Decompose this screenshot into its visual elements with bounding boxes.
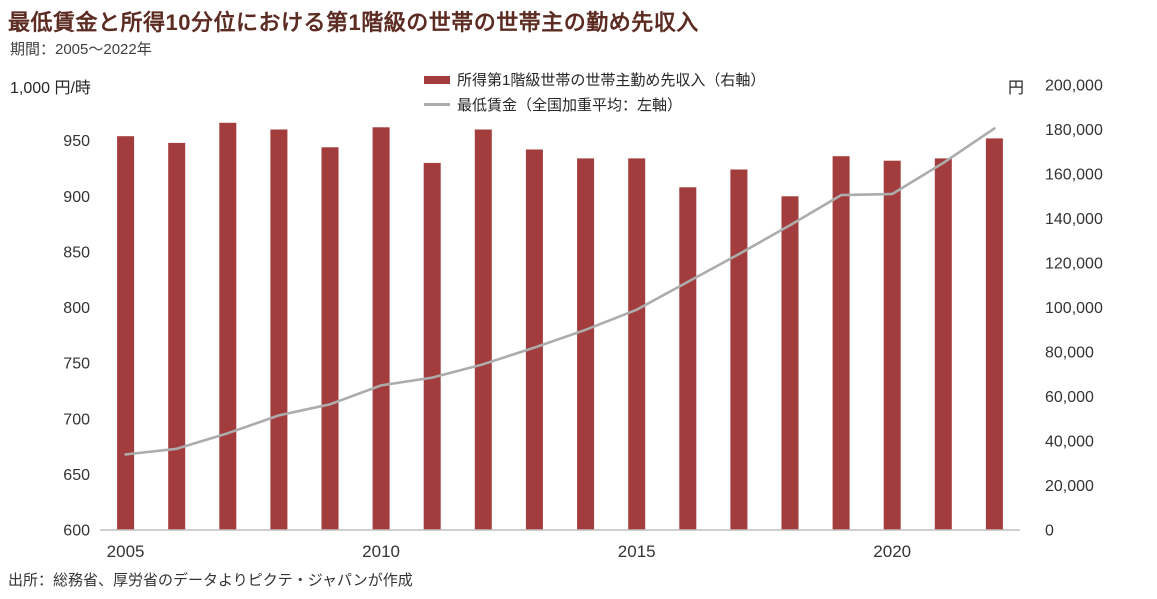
bar-2006 — [168, 142, 186, 530]
left-axis-tick: 800 — [63, 300, 90, 317]
bar-2014 — [577, 158, 595, 530]
x-axis-label-2015: 2015 — [618, 542, 656, 561]
bar-2009 — [321, 147, 339, 531]
legend: 所得第1階級世帯の世帯主勤め先収入（右軸） 最低賃金（全国加重平均：左軸） — [424, 69, 765, 115]
chart-title: 最低賃金と所得10分位における第1階級の世帯の世帯主の勤め先収入 — [8, 10, 699, 35]
bar-2016 — [679, 187, 697, 531]
left-axis-tick: 950 — [63, 133, 90, 150]
right-axis-unit-label: 円 — [1008, 80, 1025, 97]
bar-series-label: 所得第1階級世帯の世帯主勤め先収入（右軸） — [457, 72, 766, 89]
bar-2012 — [474, 129, 492, 530]
source-note: 出所：総務省、厚労省のデータよりピクテ・ジャパンが作成 — [8, 572, 413, 589]
bar-2020 — [883, 160, 901, 530]
left-axis-tick: 600 — [63, 523, 90, 540]
bar-2005 — [117, 136, 135, 530]
right-axis-tick: 180,000 — [1045, 122, 1103, 139]
bar-2011 — [423, 162, 441, 530]
right-axis-tick: 40,000 — [1045, 434, 1094, 451]
bar-2022 — [985, 138, 1003, 530]
left-axis-tick: 900 — [63, 189, 90, 206]
bar-2021 — [934, 158, 952, 530]
left-axis-tick: 700 — [63, 411, 90, 428]
right-axis-tick: 20,000 — [1045, 478, 1094, 495]
minimum-wage-line — [124, 127, 996, 456]
bar-2013 — [525, 149, 543, 530]
bar-2007 — [219, 122, 237, 531]
legend-item-line-series: 最低賃金（全国加重平均：左軸） — [424, 94, 765, 115]
x-axis-label-2010: 2010 — [362, 542, 400, 561]
bar-2008 — [270, 129, 288, 530]
bar-2018 — [781, 196, 799, 531]
x-axis-label-2005: 2005 — [107, 542, 145, 561]
left-axis-unit-label: 1,000 円/時 — [10, 80, 91, 97]
chart-subtitle: 期間：2005～2022年 — [10, 41, 152, 58]
line-series-label: 最低賃金（全国加重平均：左軸） — [457, 97, 683, 114]
right-axis-tick: 0 — [1045, 523, 1054, 540]
bar-series-swatch-icon — [424, 75, 450, 84]
right-axis-tick: 60,000 — [1045, 389, 1094, 406]
x-axis-label-2020: 2020 — [873, 542, 911, 561]
legend-item-bar-series: 所得第1階級世帯の世帯主勤め先収入（右軸） — [424, 69, 765, 90]
right-axis-tick: 100,000 — [1045, 300, 1103, 317]
bar-2019 — [832, 156, 850, 530]
bar-2015 — [628, 158, 646, 530]
line-series-swatch-icon — [424, 103, 450, 106]
right-axis-tick: 160,000 — [1045, 167, 1103, 184]
left-axis-tick: 750 — [63, 356, 90, 373]
right-axis-tick: 120,000 — [1045, 256, 1103, 273]
right-axis-tick: 80,000 — [1045, 345, 1094, 362]
bar-2010 — [372, 127, 390, 531]
bar-2017 — [730, 169, 748, 530]
right-axis-tick: 200,000 — [1045, 78, 1103, 95]
left-axis-tick: 650 — [63, 467, 90, 484]
right-axis-tick: 140,000 — [1045, 211, 1103, 228]
left-axis-tick: 850 — [63, 244, 90, 261]
